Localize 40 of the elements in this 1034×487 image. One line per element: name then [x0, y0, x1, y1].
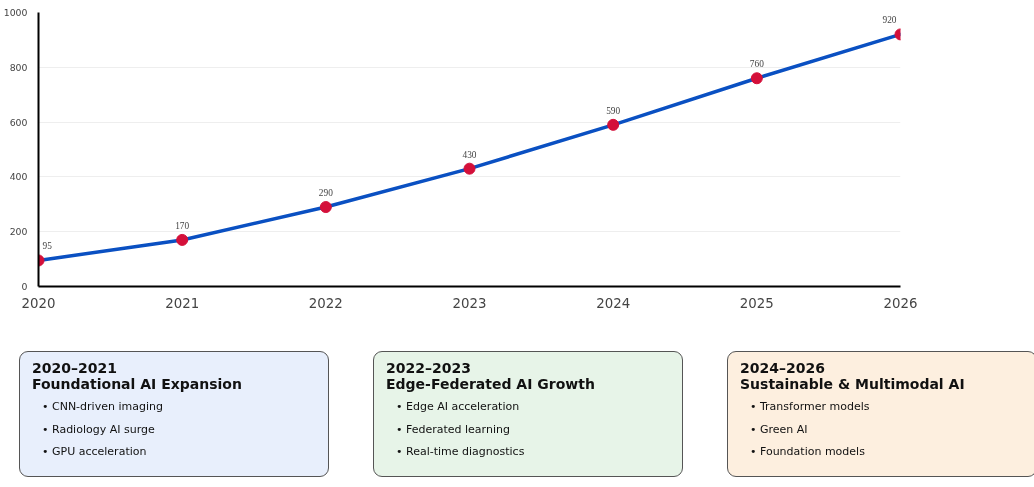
y-tick-label: 600: [9, 116, 28, 128]
data-label: 290: [318, 188, 334, 199]
point: [750, 72, 763, 85]
x-tick-label: 2024: [596, 295, 631, 311]
data-label: 170: [175, 220, 190, 231]
data-label: 920: [882, 15, 897, 26]
text: • Green AI: [750, 421, 809, 438]
text: 2020–2021: [32, 360, 118, 376]
text: • Federated learning: [396, 421, 511, 438]
y-tick-label: 400: [9, 171, 28, 183]
y-tick-label: 0: [21, 281, 28, 292]
x-tick-label: 2022: [308, 295, 343, 311]
text: Foundational AI Expansion: [32, 376, 243, 392]
text: Edge-Federated AI Growth: [386, 376, 596, 392]
x-tick-label: 2026: [883, 295, 918, 311]
text: 2022–2023: [386, 360, 472, 376]
data-label: 95: [42, 241, 53, 252]
data-label: 760: [749, 59, 765, 70]
x-tick-label: 2020: [21, 295, 56, 311]
text: • CNN-driven imaging: [42, 399, 164, 415]
text: • Radiology AI surge: [42, 421, 156, 438]
y-tick-label: 1000: [3, 7, 28, 18]
text: 2024–2026: [740, 360, 826, 376]
x-tick-label: 2023: [452, 295, 487, 311]
text: • Real-time diagnostics: [396, 444, 526, 461]
text: • GPU acceleration: [42, 444, 148, 461]
text: • Foundation models: [750, 444, 866, 461]
point: [463, 162, 476, 175]
x-tick-label: 2021: [165, 295, 200, 311]
point: [607, 118, 620, 131]
data-label: 430: [462, 149, 477, 160]
y-tick-label: 200: [9, 226, 28, 238]
y-tick-label: 800: [9, 61, 28, 73]
point: [176, 233, 189, 246]
text: • Edge AI acceleration: [396, 399, 521, 415]
data-label: 590: [606, 105, 621, 116]
text: Sustainable & Multimodal AI: [740, 376, 966, 392]
x-tick-label: 2025: [739, 295, 774, 311]
point: [319, 201, 332, 214]
text: • Transformer models: [750, 399, 871, 415]
